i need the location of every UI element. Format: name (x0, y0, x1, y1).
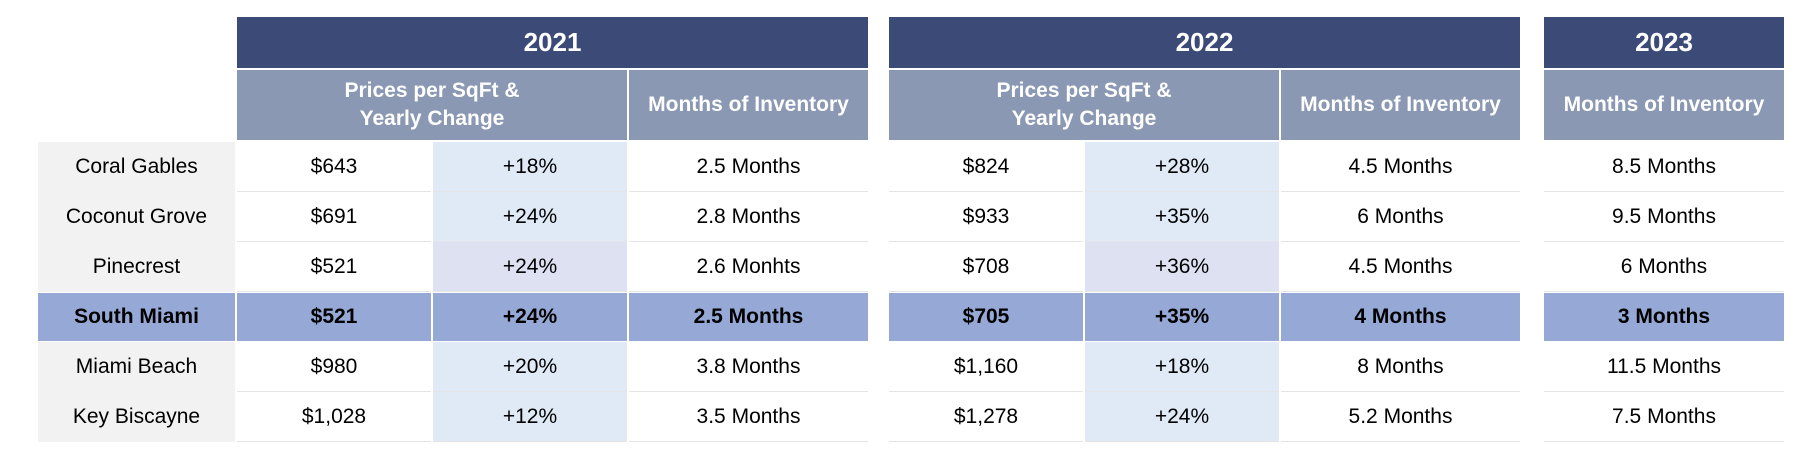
price-2022: $705 (889, 293, 1083, 341)
price-2022: $824 (889, 142, 1083, 192)
inventory-2022: 4.5 Months (1281, 142, 1520, 192)
year-header-2022: 2022 (889, 17, 1520, 68)
row-label: South Miami (38, 293, 235, 341)
inventory-2021: 2.5 Months (629, 142, 868, 192)
price-2021: $980 (237, 342, 431, 392)
price-2021: $691 (237, 192, 431, 242)
row-label: Coconut Grove (38, 192, 235, 242)
inventory-2021: 2.5 Months (629, 293, 868, 341)
header-inventory-2022: Months of Inventory (1281, 70, 1520, 140)
change-2022: +35% (1085, 192, 1279, 242)
inventory-2023: 7.5 Months (1544, 392, 1784, 442)
change-2021: +12% (433, 392, 627, 442)
change-2022: +35% (1085, 293, 1279, 341)
header-price-line2: Yearly Change (359, 107, 505, 130)
change-2021: +24% (433, 192, 627, 242)
change-2022: +24% (1085, 392, 1279, 442)
price-2022: $1,160 (889, 342, 1083, 392)
inventory-2021: 3.8 Months (629, 342, 868, 392)
price-2022: $1,278 (889, 392, 1083, 442)
inventory-2022: 4 Months (1281, 293, 1520, 341)
row-label: Coral Gables (38, 142, 235, 192)
inventory-2021: 2.8 Months (629, 192, 868, 242)
inventory-2023: 11.5 Months (1544, 342, 1784, 392)
row-label: Key Biscayne (38, 392, 235, 442)
price-2021: $521 (237, 293, 431, 341)
header-price-2021: Prices per SqFt & Yearly Change (237, 70, 627, 140)
header-price-line1: Prices per SqFt & (344, 79, 520, 102)
price-2022: $708 (889, 242, 1083, 292)
header-price-line2: Yearly Change (1011, 107, 1157, 130)
change-2022: +28% (1085, 142, 1279, 192)
change-2021: +24% (433, 293, 627, 341)
inventory-2021: 2.6 Monhts (629, 242, 868, 292)
inventory-2023: 6 Months (1544, 242, 1784, 292)
header-price-line1: Prices per SqFt & (996, 79, 1172, 102)
price-2021: $1,028 (237, 392, 431, 442)
inventory-2023: 8.5 Months (1544, 142, 1784, 192)
header-price-2022: Prices per SqFt & Yearly Change (889, 70, 1279, 140)
year-header-2023: 2023 (1544, 17, 1784, 68)
price-2022: $933 (889, 192, 1083, 242)
price-2021: $643 (237, 142, 431, 192)
header-inventory-2021: Months of Inventory (629, 70, 868, 140)
row-label: Miami Beach (38, 342, 235, 392)
inventory-2023: 9.5 Months (1544, 192, 1784, 242)
year-header-2021: 2021 (237, 17, 868, 68)
inventory-2022: 6 Months (1281, 192, 1520, 242)
change-2021: +24% (433, 242, 627, 292)
inventory-2021: 3.5 Months (629, 392, 868, 442)
price-2021: $521 (237, 242, 431, 292)
change-2022: +18% (1085, 342, 1279, 392)
inventory-2022: 8 Months (1281, 342, 1520, 392)
change-2022: +36% (1085, 242, 1279, 292)
inventory-2022: 5.2 Months (1281, 392, 1520, 442)
inventory-2022: 4.5 Months (1281, 242, 1520, 292)
change-2021: +20% (433, 342, 627, 392)
inventory-2023: 3 Months (1544, 293, 1784, 341)
change-2021: +18% (433, 142, 627, 192)
header-inventory-2023: Months of Inventory (1544, 70, 1784, 140)
row-label: Pinecrest (38, 242, 235, 292)
